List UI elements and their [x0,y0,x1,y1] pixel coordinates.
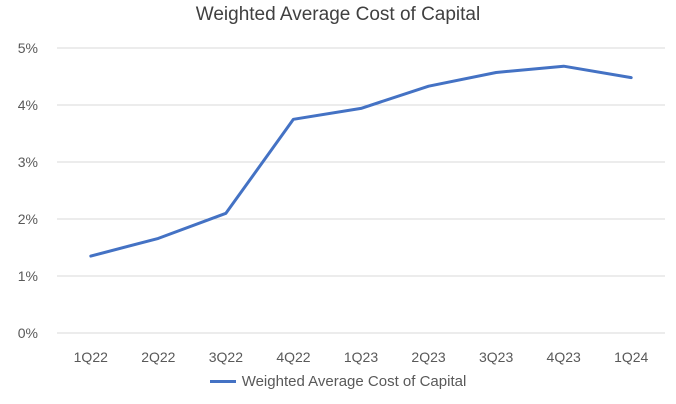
x-tick-label: 4Q22 [276,349,310,365]
x-tick-label: 2Q23 [411,349,445,365]
legend: Weighted Average Cost of Capital [0,373,676,390]
chart-title: Weighted Average Cost of Capital [195,4,481,25]
x-tick-label: 3Q23 [479,349,513,365]
x-tick-label: 1Q24 [614,349,648,365]
legend-label: Weighted Average Cost of Capital [241,373,467,390]
y-tick-label: 3% [18,154,38,170]
y-tick-label: 1% [18,268,38,284]
x-tick-label: 3Q22 [209,349,243,365]
legend-swatch [209,380,236,383]
x-tick-label: 1Q22 [74,349,108,365]
y-tick-label: 4% [18,97,38,113]
x-tick-label: 4Q23 [547,349,581,365]
y-tick-label: 0% [18,325,38,341]
x-tick-label: 1Q23 [344,349,378,365]
x-tick-label: 2Q22 [141,349,175,365]
y-tick-label: 2% [18,211,38,227]
series-line [89,64,633,258]
y-tick-label: 5% [18,40,38,56]
